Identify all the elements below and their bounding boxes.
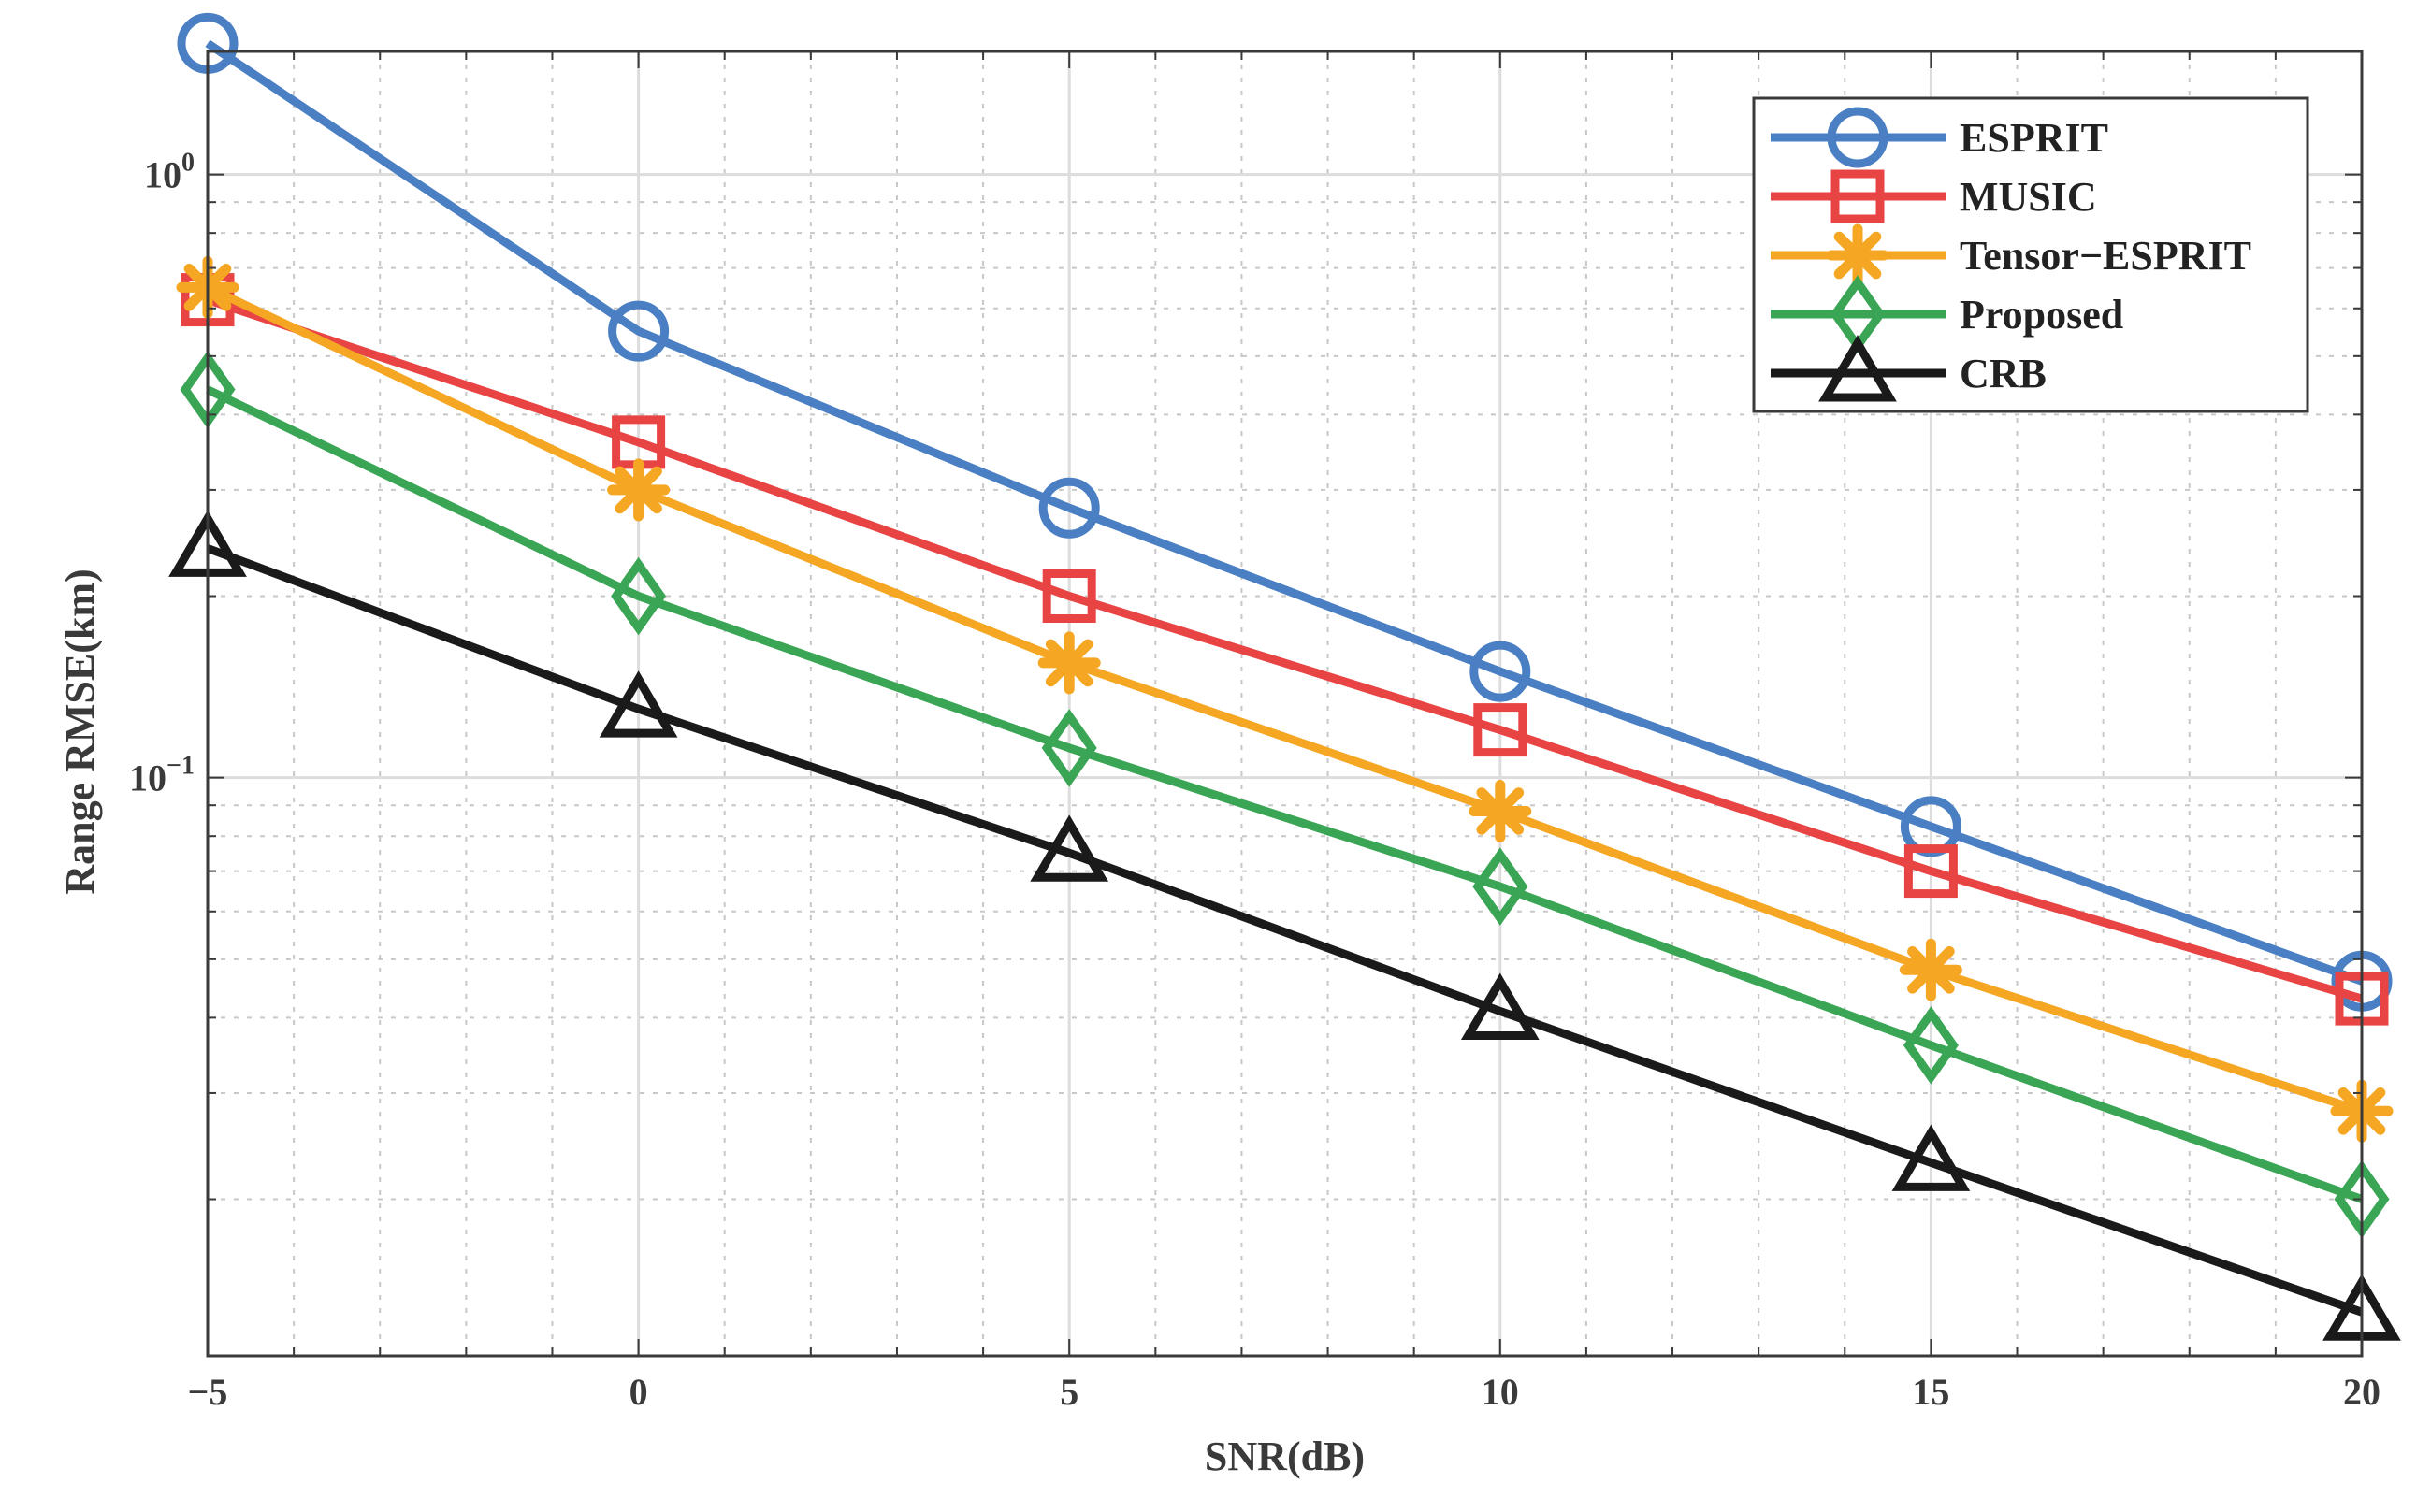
legend-label-esprit: ESPRIT [1960,115,2108,161]
y-tick-label: 10−1 [129,752,195,799]
data-point-esprit [608,300,670,362]
data-point-music [1903,844,1958,899]
legend-marker-esprit [1827,107,1888,168]
x-tick-label: 20 [2343,1371,2380,1413]
legend-item-esprit: ESPRIT [1771,107,2108,168]
legend-item-proposed: Proposed [1771,275,2123,353]
legend-label-music: MUSIC [1960,174,2097,220]
ticks: −5 0 5 10 15 20 100 10−1 [129,51,2380,1413]
data-point-proposed [1903,1006,1959,1085]
data-point-tensor-esprit [1899,938,1962,1001]
data-point-crb [1891,1124,1971,1191]
series-line-tensor-esprit [206,283,2364,1116]
legend-marker-crb [1818,335,1897,402]
series-line-proposed [206,385,2364,1203]
data-point-tensor-esprit [1037,631,1101,695]
y-tick-label: 100 [144,149,195,196]
series-line-music [206,295,2364,1003]
legend-label-crb: CRB [1960,351,2047,396]
data-point-esprit [1469,641,1531,702]
legend-label-tensor-esprit: Tensor−ESPRIT [1960,233,2251,279]
data-point-tensor-esprit [607,458,671,522]
legend-item-music: MUSIC [1771,169,2097,223]
legend-marker-tensor-esprit [1826,223,1889,287]
data-point-proposed [1472,847,1528,926]
legend-item-crb: CRB [1771,335,2047,402]
data-point-proposed [611,556,667,636]
series-proposed [180,350,2390,1239]
data-point-music [1473,703,1527,757]
legend-marker-music [1830,169,1885,223]
data-point-crb [1030,814,1109,882]
y-axis-label: Range RMSE(km) [57,569,103,894]
legend: ESPRIT MUSIC Tensor−ESPRIT Proposed CRB [1752,96,2309,413]
x-tick-label: 15 [1912,1371,1949,1413]
data-point-esprit [1038,477,1100,539]
x-tick-label: 0 [629,1371,648,1413]
series-crb [168,510,2401,1341]
data-point-proposed [1041,709,1097,787]
plot-area-frame [206,50,2364,1358]
series-line-esprit [205,39,2364,986]
data-point-crb [599,670,678,738]
x-tick-label: 5 [1060,1371,1078,1413]
x-axis-label: SNR(dB) [1205,1433,1365,1479]
legend-item-tensor-esprit: Tensor−ESPRIT [1771,223,2251,287]
x-tick-label: 10 [1482,1371,1519,1413]
legend-label-proposed: Proposed [1960,292,2123,338]
data-point-music [1042,569,1096,624]
series-layer [168,12,2401,1341]
data-point-crb [1460,972,1540,1040]
series-line-crb [206,544,2364,1317]
x-tick-label: −5 [188,1371,228,1413]
data-point-tensor-esprit [1469,779,1532,842]
